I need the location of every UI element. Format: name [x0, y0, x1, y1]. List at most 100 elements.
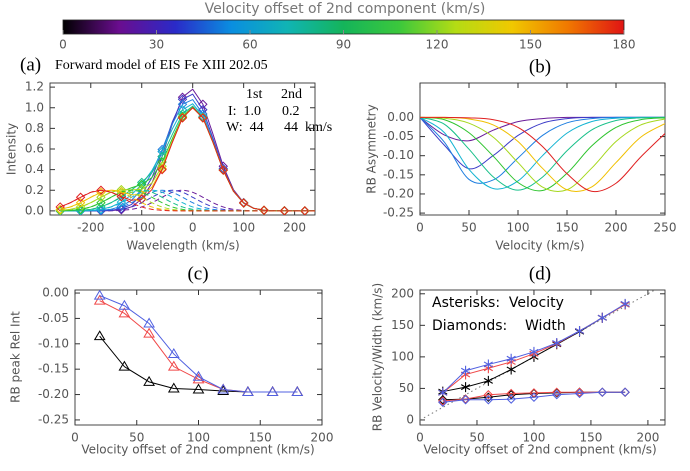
diamond-marker	[96, 185, 106, 195]
diamond-marker	[177, 113, 188, 123]
y-tick-label: -0.10	[38, 336, 69, 350]
x-tick-label: 200	[311, 431, 334, 445]
triangle-marker	[167, 347, 180, 358]
diamond-marker	[116, 184, 127, 195]
diamond-marker	[177, 92, 188, 102]
panel-subtitle: Forward model of EIS Fe XIII 202.05	[55, 58, 268, 73]
x-axis-label: Velocity offset of 2nd compnent (km/s)	[423, 443, 656, 457]
diamond-marker	[116, 197, 127, 207]
panel-label: (b)	[529, 56, 551, 77]
y-tick-label: 1.0	[25, 100, 44, 114]
series-line	[60, 189, 315, 212]
diamond-marker	[483, 390, 494, 400]
y-axis-label: RB Velocity/Width (km/s)	[371, 283, 385, 431]
annotation: 1st	[246, 87, 262, 102]
x-tick-label: 0	[189, 221, 197, 235]
y-tick-label: 0	[406, 412, 414, 426]
series-line	[60, 189, 315, 212]
x-tick-label: 100	[187, 431, 210, 445]
y-tick-label: 200	[391, 286, 414, 300]
x-axis-label: Velocity (km/s)	[495, 239, 584, 253]
panel-label: (c)	[187, 263, 208, 284]
series-line	[420, 116, 665, 192]
x-tick-label: 30	[149, 38, 164, 52]
diamond-marker	[574, 387, 585, 397]
y-tick-label: -0.20	[38, 387, 69, 401]
diamond-marker	[96, 192, 106, 202]
triangle-marker	[143, 317, 155, 328]
annotation: Asterisks: Velocity	[432, 295, 564, 311]
plot-frame	[419, 289, 666, 426]
diamond-marker	[157, 163, 167, 174]
diamond-marker	[506, 388, 516, 399]
y-tick-label: -0.15	[38, 362, 69, 376]
x-tick-label: 0	[416, 431, 424, 445]
annotation: Diamonds: Width	[432, 318, 566, 334]
y-tick-label: -0.10	[383, 148, 414, 162]
x-tick-label: 0	[71, 431, 79, 445]
x-tick-label: 180	[613, 38, 636, 52]
diamond-marker	[300, 206, 310, 215]
triangle-marker	[93, 290, 106, 300]
y-tick-label: 50	[399, 381, 414, 395]
y-tick-label: -0.05	[383, 129, 414, 143]
diamond-marker	[137, 184, 147, 195]
x-tick-label: -200	[77, 221, 104, 235]
diamond-marker	[438, 397, 448, 407]
triangle-marker	[242, 386, 254, 397]
series-line	[99, 295, 298, 393]
diamond-marker	[218, 163, 228, 174]
y-tick-label: -0.25	[383, 206, 414, 220]
triangle-marker	[217, 385, 230, 395]
y-axis-label: RB peak Rel Int	[9, 311, 23, 403]
asterisk-marker	[483, 375, 493, 386]
asterisk-marker	[620, 298, 630, 309]
diamond-marker	[438, 396, 448, 406]
series-line	[60, 189, 315, 212]
triangle-marker	[143, 375, 155, 386]
asterisk-marker	[483, 359, 493, 370]
series-line	[420, 116, 665, 191]
x-tick-label: 0	[416, 221, 424, 235]
y-tick-label: 0.4	[25, 162, 44, 176]
panel-label: (a)	[20, 54, 41, 75]
x-tick-label: 50	[469, 431, 484, 445]
x-tick-label: 50	[129, 431, 144, 445]
triangle-marker	[266, 386, 279, 397]
triangle-marker	[118, 360, 131, 371]
diamond-marker	[137, 177, 147, 188]
x-tick-label: 150	[249, 431, 272, 445]
y-axis-label: Intensity	[5, 123, 19, 175]
y-tick-label: 150	[391, 318, 414, 332]
diamond-marker	[177, 99, 188, 109]
y-axis-label: RB Asymmetry	[365, 104, 379, 193]
triangle-marker	[291, 386, 304, 397]
x-tick-label: 100	[523, 431, 546, 445]
x-tick-label: 100	[232, 221, 255, 235]
y-tick-label: -0.05	[38, 311, 69, 325]
asterisk-marker	[460, 365, 471, 376]
plot-area	[420, 116, 665, 193]
annotation: 44 km/s	[284, 120, 332, 135]
asterisk-marker	[460, 382, 471, 393]
plot-area	[93, 290, 304, 397]
triangle-marker	[143, 327, 155, 338]
diamond-marker	[279, 206, 290, 215]
y-tick-label: -0.15	[383, 167, 414, 181]
diamond-marker	[483, 395, 494, 405]
plot-area	[55, 88, 315, 215]
y-tick-label: 100	[391, 349, 414, 363]
diamond-marker	[574, 388, 585, 399]
triangle-marker	[118, 299, 131, 310]
diamond-marker	[218, 165, 228, 175]
diamond-marker	[529, 392, 539, 402]
x-tick-label: 60	[242, 38, 257, 52]
annotation: 2nd	[281, 87, 302, 102]
x-tick-label: 100	[507, 221, 530, 235]
diamond-marker	[157, 144, 167, 155]
annotation: 0.2	[282, 104, 300, 119]
x-tick-label: 0	[59, 38, 67, 52]
diamond-marker	[157, 164, 167, 175]
series-line	[420, 116, 665, 192]
